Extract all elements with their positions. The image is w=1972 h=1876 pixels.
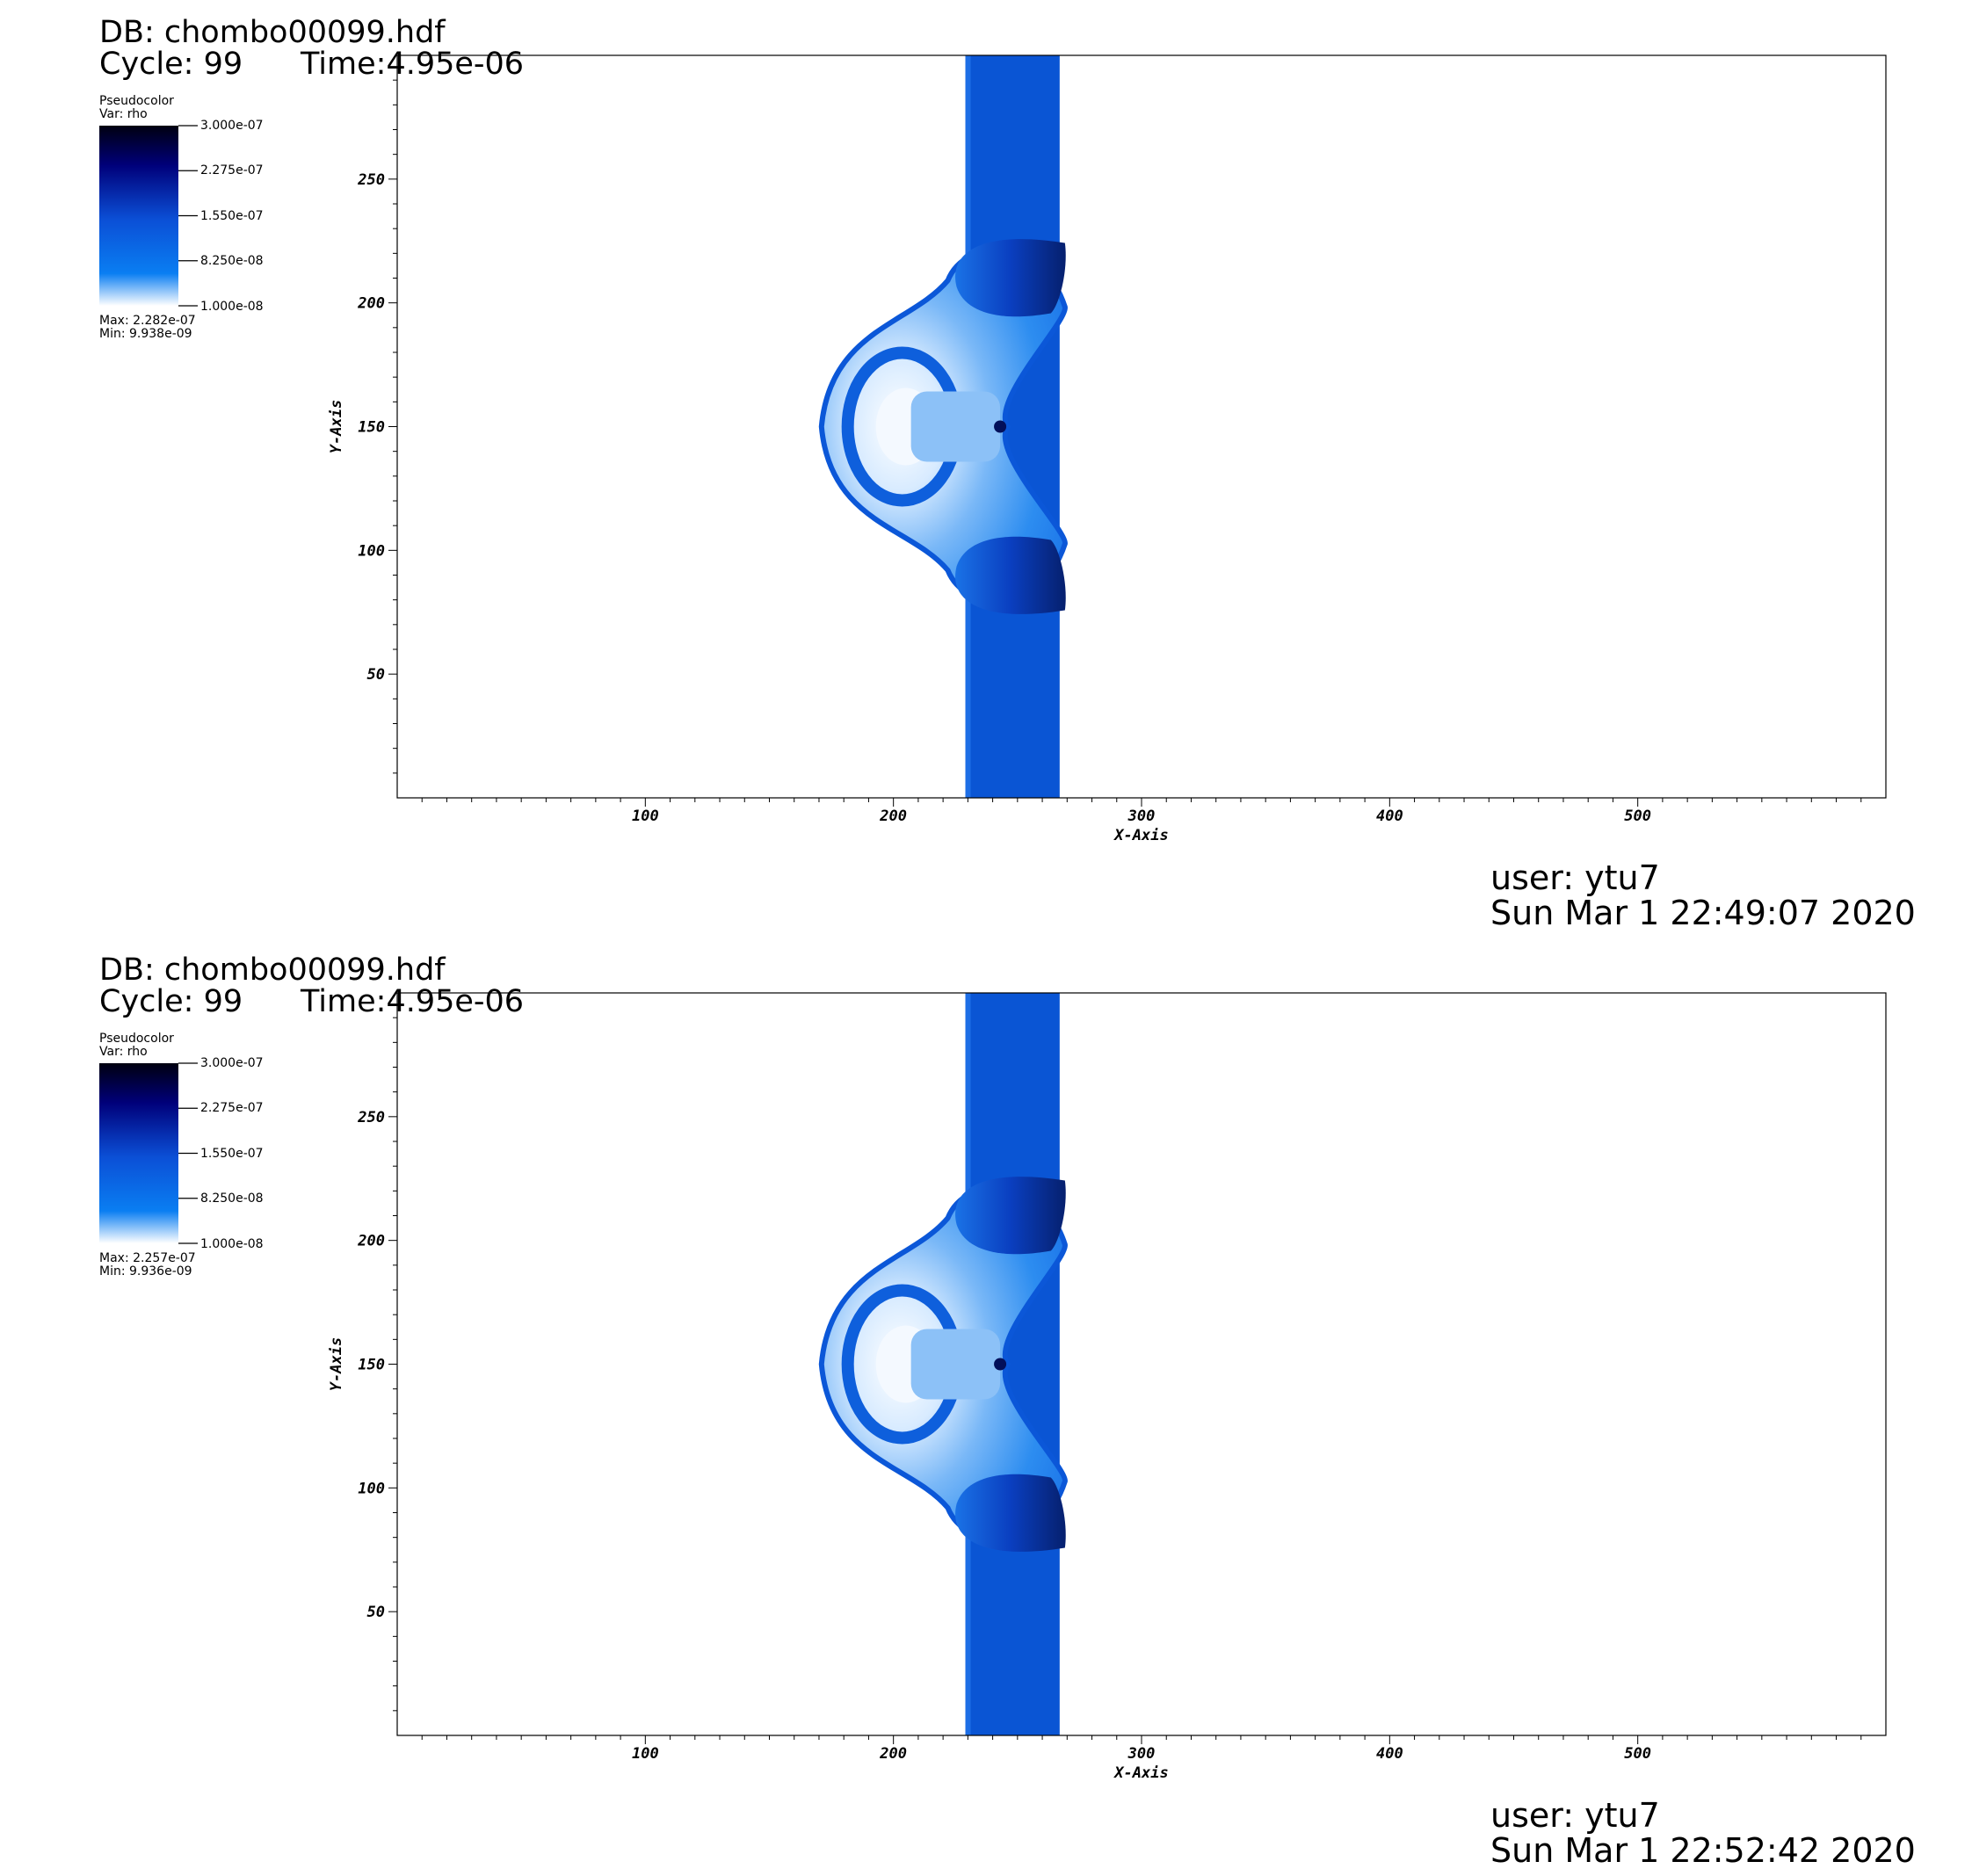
colorbar bbox=[99, 1063, 178, 1243]
vortex-roll bbox=[955, 1474, 1066, 1552]
legend-plot-type: Pseudocolor bbox=[99, 1032, 174, 1046]
colorbar-tick-label: 1.000e-08 bbox=[200, 300, 264, 314]
y-tick-label: 50 bbox=[367, 666, 385, 684]
x-tick-label: 400 bbox=[1376, 808, 1403, 825]
vortex-roll bbox=[955, 239, 1066, 317]
timestamp-label: Sun Mar 1 22:52:42 2020 bbox=[1490, 1831, 1916, 1870]
y-axis-label: Y-Axis bbox=[328, 400, 345, 453]
colorbar-tick-label: 1.550e-07 bbox=[200, 209, 264, 223]
core-jet bbox=[910, 391, 1001, 462]
visit-plot-window-1: DB: chombo00099.hdf Cycle: 99 Time:4.95e… bbox=[99, 15, 1916, 932]
legend-min-value: Min: 9.938e-09 bbox=[99, 327, 192, 341]
throat-point bbox=[994, 420, 1007, 433]
y-tick-label: 100 bbox=[358, 1480, 385, 1497]
density-field bbox=[818, 993, 1068, 1735]
throat-point bbox=[994, 1358, 1007, 1371]
y-axis-label: Y-Axis bbox=[328, 1337, 345, 1391]
x-tick-label: 100 bbox=[632, 808, 659, 825]
x-tick-label: 300 bbox=[1127, 1745, 1156, 1763]
colorbar bbox=[99, 126, 178, 306]
vortex-roll bbox=[955, 1177, 1066, 1255]
colorbar-tick-label: 2.275e-07 bbox=[200, 163, 264, 177]
plot-frame bbox=[396, 992, 1887, 1736]
legend-variable: Var: rho bbox=[99, 1045, 148, 1059]
time-label: Time:4.95e-06 bbox=[301, 47, 525, 82]
x-tick-label: 100 bbox=[632, 1745, 659, 1763]
database-label: DB: chombo00099.hdf bbox=[99, 952, 446, 988]
colorbar-tick-label: 3.000e-07 bbox=[200, 1056, 264, 1070]
y-tick-label: 250 bbox=[357, 1109, 385, 1126]
vortex-roll bbox=[955, 536, 1066, 614]
cycle-label: Cycle: 99 bbox=[99, 984, 243, 1019]
colorbar-tick-label: 1.550e-07 bbox=[200, 1147, 264, 1161]
colorbar-tick-label: 2.275e-07 bbox=[200, 1101, 264, 1115]
density-field bbox=[818, 55, 1068, 798]
legend-max-value: Max: 2.257e-07 bbox=[99, 1251, 196, 1265]
y-tick-label: 150 bbox=[358, 1357, 385, 1374]
y-tick-label: 200 bbox=[357, 1233, 385, 1250]
colorbar-tick-label: 3.000e-07 bbox=[200, 119, 264, 133]
timestamp-label: Sun Mar 1 22:49:07 2020 bbox=[1490, 894, 1916, 932]
x-axis-label: X-Axis bbox=[1113, 1764, 1168, 1782]
pseudocolor-plot: 100 200 300 400 500 50 100 150 200 250 X-Axis Y-Axi… bbox=[99, 54, 1887, 844]
x-tick-label: 500 bbox=[1624, 1745, 1651, 1763]
y-tick-label: 50 bbox=[367, 1604, 385, 1621]
x-tick-label: 500 bbox=[1624, 808, 1651, 825]
x-tick-label: 300 bbox=[1127, 808, 1156, 825]
x-tick-label: 400 bbox=[1376, 1745, 1403, 1763]
legend-plot-type: Pseudocolor bbox=[99, 94, 174, 108]
legend-max-value: Max: 2.282e-07 bbox=[99, 314, 196, 328]
visit-plot-window-2: DB: chombo00099.hdf Cycle: 99 Time:4.95e… bbox=[0, 938, 1972, 1876]
y-tick-label: 250 bbox=[357, 171, 385, 189]
y-tick-label: 150 bbox=[358, 419, 385, 437]
x-axis-label: X-Axis bbox=[1113, 827, 1168, 844]
x-tick-label: 200 bbox=[879, 1745, 907, 1763]
cycle-label: Cycle: 99 bbox=[99, 47, 243, 82]
core-jet bbox=[910, 1329, 1001, 1400]
pseudocolor-plot: 100 200 300 400 500 50 100 150 200 250 X-Axis Y-Axi… bbox=[99, 992, 1887, 1782]
y-tick-label: 200 bbox=[357, 295, 385, 313]
colorbar-tick-label: 8.250e-08 bbox=[200, 1192, 264, 1206]
time-label: Time:4.95e-06 bbox=[301, 984, 525, 1019]
user-label: user: ytu7 bbox=[1490, 1796, 1660, 1835]
y-tick-label: 100 bbox=[358, 542, 385, 560]
colorbar-tick-label: 1.000e-08 bbox=[200, 1237, 264, 1251]
x-tick-label: 200 bbox=[879, 808, 907, 825]
database-label: DB: chombo00099.hdf bbox=[99, 15, 446, 50]
legend-min-value: Min: 9.936e-09 bbox=[99, 1264, 192, 1278]
plot-frame bbox=[396, 54, 1887, 799]
user-label: user: ytu7 bbox=[1490, 858, 1660, 897]
legend-variable: Var: rho bbox=[99, 107, 148, 121]
colorbar-tick-label: 8.250e-08 bbox=[200, 254, 264, 268]
